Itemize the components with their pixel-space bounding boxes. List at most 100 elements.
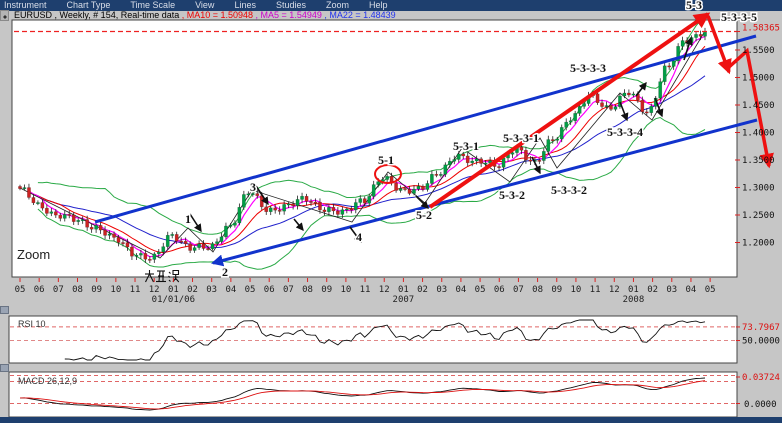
price-axis-label: 1.5500 [742, 46, 775, 56]
window-bottom-edge [0, 417, 782, 423]
swing-arrow [293, 218, 304, 232]
month-axis-label: 04 [686, 285, 697, 295]
current-price-label: 1.58365 [742, 23, 780, 33]
month-axis-label: 12 [379, 285, 390, 295]
menu-time-scale[interactable]: Time Scale [130, 0, 176, 10]
price-axis-label: 1.5000 [742, 74, 775, 84]
swing-arrow [255, 185, 269, 206]
month-axis-label: 06 [494, 285, 505, 295]
month-axis-label: 03 [666, 285, 677, 295]
price-axis-label: 1.2000 [742, 239, 775, 249]
wave-label: 5-3-3-2 [551, 183, 587, 197]
wave-label: 2 [222, 265, 228, 279]
status-ma5-value: , MA5 = 1.54949 [255, 10, 325, 20]
month-axis-label: 03 [206, 285, 217, 295]
wave-label: 5-3 [686, 0, 702, 12]
wave-label: 5-2 [416, 208, 432, 222]
price-axis-label: 1.3000 [742, 184, 775, 194]
splitter-handle-macd[interactable] [0, 364, 9, 372]
status-ma10-value: , MA10 = 1.50948 [181, 10, 256, 20]
month-axis-label: 10 [110, 285, 121, 295]
year-axis-label: 01/01/06 [152, 295, 195, 305]
status-line: EURUSD , Weekly, # 154, Real-time data ,… [14, 10, 774, 20]
channel-lower-line[interactable] [211, 118, 758, 267]
status-ma22-value: , MA22 = 1.48439 [324, 10, 396, 20]
channel-upper-line[interactable] [94, 34, 757, 224]
year-axis-label: 2008 [623, 295, 645, 305]
macd-panel-label: MACD 26,12,9 [18, 376, 77, 386]
month-axis-label: 09 [551, 285, 562, 295]
month-axis-label: 05 [475, 285, 486, 295]
wave-label: 5-3-2 [499, 188, 525, 202]
month-axis-label: 08 [532, 285, 543, 295]
month-axis-label: 01 [398, 285, 409, 295]
month-axis-label: 06 [34, 285, 45, 295]
month-axis-label: 02 [647, 285, 658, 295]
rsi-plot-area[interactable] [8, 315, 738, 364]
month-axis-label: 11 [130, 285, 141, 295]
splitter-handle-rsi[interactable] [0, 306, 9, 314]
month-axis-label: 10 [571, 285, 582, 295]
menu-view[interactable]: View [195, 0, 215, 10]
projection-down-arrow-1[interactable] [706, 15, 732, 75]
projection-down-arrow-2[interactable] [727, 47, 774, 169]
month-axis-label: 01 [168, 285, 179, 295]
month-axis-label: 02 [417, 285, 428, 295]
rsi-line [64, 319, 706, 361]
ma22-line [28, 75, 706, 249]
month-axis-label: 06 [264, 285, 275, 295]
month-axis-label: 12 [609, 285, 620, 295]
rsi-mid-label: 50.0000 [742, 337, 780, 347]
menu-instrument[interactable]: Instrument [4, 0, 47, 10]
menu-zoom[interactable]: Zoom [325, 0, 349, 10]
month-axis-label: 07 [283, 285, 294, 295]
price-axis-label: 1.2500 [742, 211, 775, 221]
price-axis-label: 1.4000 [742, 129, 775, 139]
menu-studies[interactable]: Studies [275, 0, 306, 10]
bollinger-lower-band [37, 116, 706, 270]
menu-bar: Instrument Chart Type Time Scale View Li… [0, 0, 782, 11]
highlight-ellipse[interactable] [374, 164, 402, 184]
month-axis-label: 11 [590, 285, 601, 295]
wave-label: 4 [356, 230, 362, 244]
swing-arrow [619, 101, 629, 122]
month-axis-label: 05 [245, 285, 256, 295]
menu-help[interactable]: Help [369, 0, 388, 10]
ma10-line [28, 45, 706, 254]
price-axis-label: 1.4500 [742, 101, 775, 111]
wave-label: 1 [185, 212, 191, 226]
ma5-line [28, 35, 706, 258]
wave-label: 5-3-3-5 [721, 10, 757, 24]
price-plot-area[interactable] [11, 19, 738, 278]
scroll-handle-icon[interactable] [0, 10, 9, 21]
wave-label: 5-3-3-1 [503, 131, 539, 145]
month-axis-label: 09 [91, 285, 102, 295]
month-axis-label: 10 [340, 285, 351, 295]
month-axis-label: 11 [360, 285, 371, 295]
wave-label: 5-3-3-3 [570, 61, 606, 75]
year-axis-label: 2007 [393, 295, 415, 305]
month-axis-label: 05 [705, 285, 716, 295]
month-axis-label: 07 [513, 285, 524, 295]
swing-arrow [415, 195, 429, 209]
month-axis-label: 09 [321, 285, 332, 295]
rsi-value-label: 73.7967 [742, 323, 780, 333]
menu-lines[interactable]: Lines [234, 0, 256, 10]
month-axis-label: 04 [455, 285, 466, 295]
menu-chart-type[interactable]: Chart Type [66, 0, 111, 10]
swing-arrow [531, 156, 541, 175]
wave-label: 5-1 [378, 153, 394, 167]
wave-label: 5-3-1 [453, 139, 479, 153]
month-axis-label: 08 [302, 285, 313, 295]
month-axis-label: 08 [72, 285, 83, 295]
swing-arrow [683, 36, 693, 61]
status-symbol-info: EURUSD , Weekly, # 154, Real-time data [14, 10, 182, 20]
swing-arrow [654, 97, 664, 118]
month-axis-label: 07 [53, 285, 64, 295]
macd-signal-line [20, 380, 706, 410]
swing-arrow [635, 81, 647, 97]
trend-up-arrow[interactable] [428, 12, 711, 209]
wave-label: 5-3-3-4 [607, 125, 643, 139]
